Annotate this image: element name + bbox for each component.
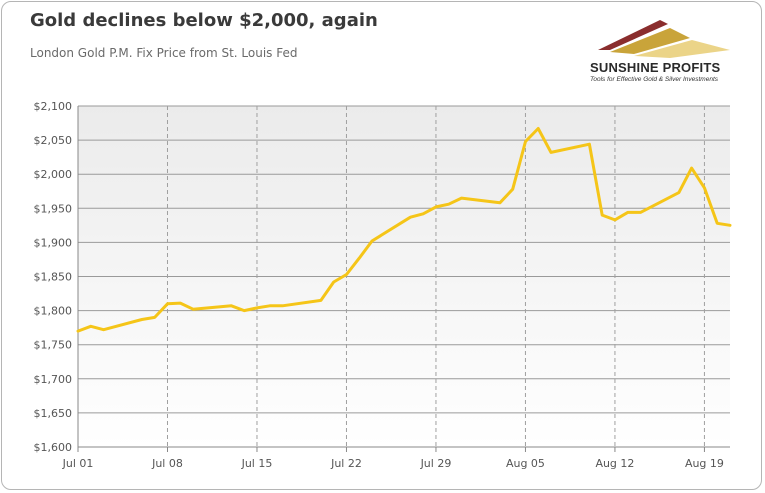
x-tick-label: Jul 08 — [151, 457, 183, 470]
y-tick-label: $1,900 — [34, 236, 73, 249]
y-tick-label: $1,750 — [34, 339, 73, 352]
x-tick-label: Aug 19 — [685, 457, 724, 470]
y-tick-label: $1,800 — [34, 305, 73, 318]
y-tick-label: $1,950 — [34, 202, 73, 215]
gold-price-line — [76, 127, 732, 333]
y-tick-label: $2,100 — [34, 100, 73, 113]
chart-title: Gold declines below $2,000, again — [30, 10, 378, 31]
logo-name: SUNSHINE PROFITS — [590, 60, 721, 75]
chart-subtitle: London Gold P.M. Fix Price from St. Loui… — [30, 46, 298, 60]
x-tick-label: Jul 15 — [241, 457, 273, 470]
x-tick-label: Aug 12 — [595, 457, 634, 470]
x-tick-label: Jul 22 — [330, 457, 362, 470]
logo-tagline: Tools for Effective Gold & Silver Invest… — [590, 76, 719, 83]
y-tick-label: $1,700 — [34, 373, 73, 386]
y-tick-label: $2,000 — [34, 168, 73, 181]
y-tick-label: $2,050 — [34, 134, 73, 147]
x-tick-label: Aug 05 — [506, 457, 545, 470]
y-tick-label: $1,650 — [34, 407, 73, 420]
x-tick-label: Jul 29 — [420, 457, 452, 470]
x-tick-label: Jul 01 — [62, 457, 94, 470]
sunshine-profits-logo-icon — [598, 20, 730, 58]
y-tick-label: $1,850 — [34, 271, 73, 284]
y-tick-label: $1,600 — [34, 441, 73, 454]
